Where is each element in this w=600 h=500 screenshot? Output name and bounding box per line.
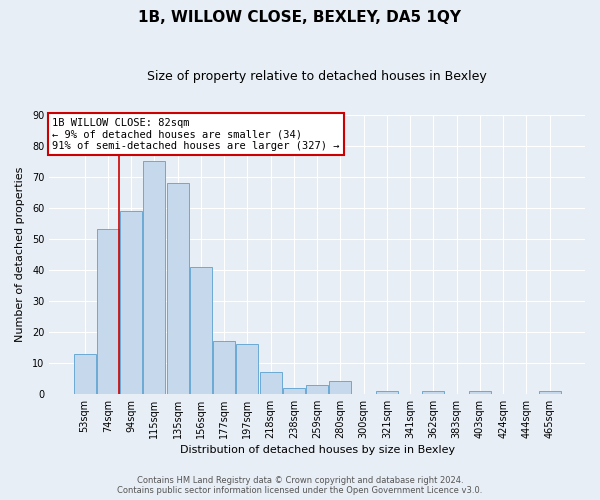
Bar <box>260 372 281 394</box>
Bar <box>469 390 491 394</box>
Bar <box>283 388 305 394</box>
Bar <box>213 341 235 394</box>
Bar <box>306 384 328 394</box>
Title: Size of property relative to detached houses in Bexley: Size of property relative to detached ho… <box>147 70 487 83</box>
Bar <box>97 230 119 394</box>
Y-axis label: Number of detached properties: Number of detached properties <box>15 166 25 342</box>
Bar <box>236 344 259 394</box>
Bar <box>167 183 188 394</box>
Bar <box>74 354 95 394</box>
Text: Contains HM Land Registry data © Crown copyright and database right 2024.
Contai: Contains HM Land Registry data © Crown c… <box>118 476 482 495</box>
Bar <box>376 390 398 394</box>
Bar <box>120 211 142 394</box>
Text: 1B WILLOW CLOSE: 82sqm
← 9% of detached houses are smaller (34)
91% of semi-deta: 1B WILLOW CLOSE: 82sqm ← 9% of detached … <box>52 118 340 150</box>
Bar <box>422 390 445 394</box>
Bar <box>539 390 560 394</box>
Text: 1B, WILLOW CLOSE, BEXLEY, DA5 1QY: 1B, WILLOW CLOSE, BEXLEY, DA5 1QY <box>139 10 461 25</box>
Bar <box>190 266 212 394</box>
Bar <box>143 161 166 394</box>
Bar <box>329 382 352 394</box>
X-axis label: Distribution of detached houses by size in Bexley: Distribution of detached houses by size … <box>179 445 455 455</box>
